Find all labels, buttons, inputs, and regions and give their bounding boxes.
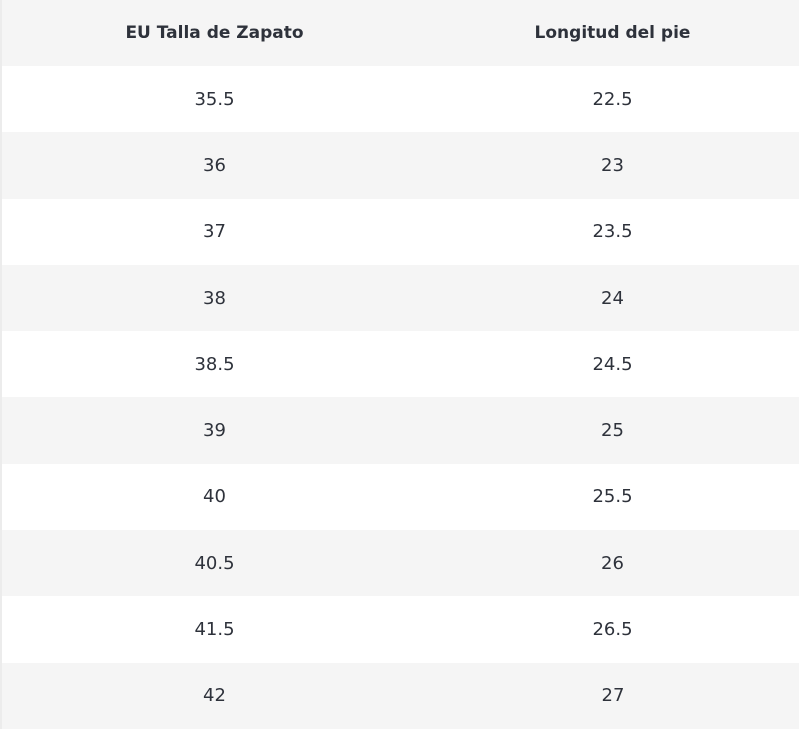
table-cell: 23.5 <box>427 198 799 265</box>
table-row: 37 23.5 <box>1 198 799 265</box>
table-header: EU Talla de Zapato Longitud del pie <box>1 0 799 66</box>
table-row: 41.5 26.5 <box>1 596 799 663</box>
table-cell: 42 <box>1 662 427 729</box>
table-cell: 39 <box>1 397 427 464</box>
table-cell: 35.5 <box>1 66 427 133</box>
table-row: 40.5 26 <box>1 530 799 597</box>
table-cell: 40 <box>1 463 427 531</box>
table-cell: 26.5 <box>427 596 799 663</box>
table-row: 38 24 <box>1 264 799 332</box>
table-cell: 22.5 <box>427 66 799 133</box>
table-cell: 38.5 <box>1 331 427 398</box>
table-cell: 25.5 <box>427 463 799 531</box>
table-cell: 24.5 <box>427 331 799 398</box>
table-cell: 27 <box>427 662 799 729</box>
table-row: 36 23 <box>1 132 799 199</box>
table-cell: 36 <box>1 132 427 199</box>
table-row: 35.5 22.5 <box>1 66 799 133</box>
table-cell: 38 <box>1 264 427 332</box>
table-cell: 26 <box>427 530 799 597</box>
table-cell: 25 <box>427 397 799 464</box>
table-cell: 23 <box>427 132 799 199</box>
table-cell: 40.5 <box>1 530 427 597</box>
table-cell: 37 <box>1 198 427 265</box>
header-cell: EU Talla de Zapato <box>1 0 427 66</box>
table-row: 38.5 24.5 <box>1 331 799 398</box>
table-row: 42 27 <box>1 662 799 729</box>
header-row: EU Talla de Zapato Longitud del pie <box>1 0 799 66</box>
table-cell: 24 <box>427 264 799 332</box>
table-body: 35.5 22.5 36 23 37 23.5 38 24 38.5 24.5 39 25 40 25.5… <box>1 66 799 729</box>
table-cell: 41.5 <box>1 596 427 663</box>
table-row: 39 25 <box>1 397 799 464</box>
header-cell: Longitud del pie <box>427 0 799 66</box>
table-row: 40 25.5 <box>1 463 799 531</box>
